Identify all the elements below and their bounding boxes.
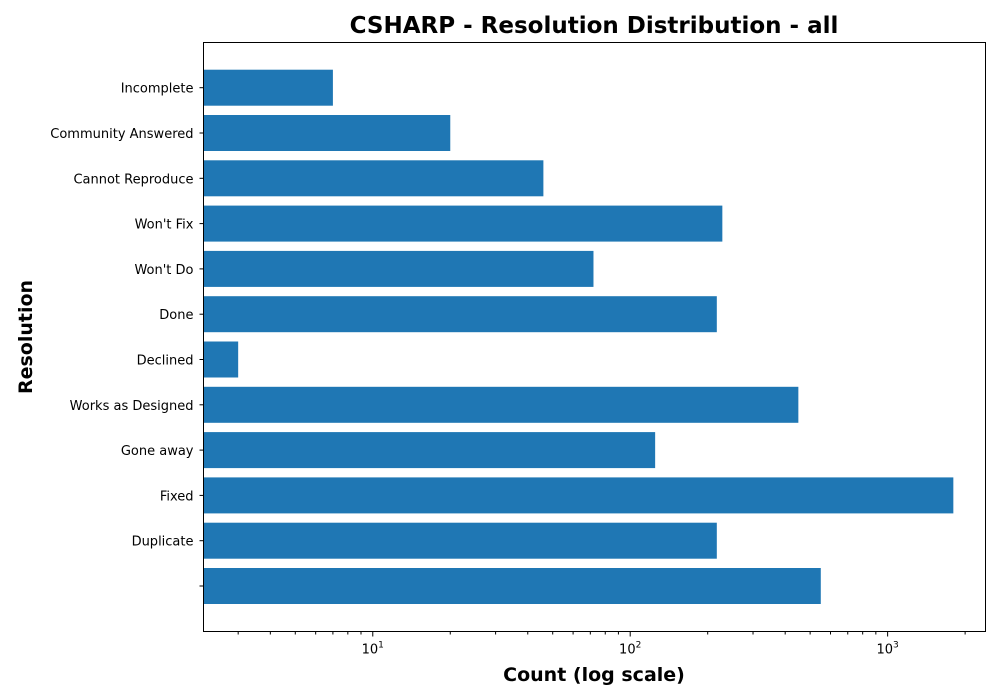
y-tick-label: Incomplete bbox=[121, 82, 194, 97]
x-tick-label: 102 bbox=[619, 641, 641, 658]
x-tick-label: 103 bbox=[876, 641, 898, 658]
y-tick-label: Won't Fix bbox=[135, 218, 194, 233]
chart-title: CSHARP - Resolution Distribution - all bbox=[350, 13, 839, 39]
bars-layer bbox=[203, 69, 954, 604]
bar-duplicate bbox=[203, 522, 717, 559]
x-axis: 101 102 103 bbox=[237, 631, 966, 658]
bar-done bbox=[203, 296, 717, 333]
y-tick-label: Won't Do bbox=[134, 263, 193, 278]
y-axis-label: Resolution bbox=[15, 280, 37, 394]
bar-incomplete bbox=[203, 69, 333, 106]
bar-gone-away bbox=[203, 432, 656, 469]
y-tick-label: Cannot Reproduce bbox=[73, 172, 193, 187]
y-axis: Duplicate Fixed Gone away Works as Designed… bbox=[50, 82, 204, 587]
y-tick-label: Declined bbox=[137, 354, 194, 369]
y-tick-label: Community Answered bbox=[50, 127, 193, 142]
bar-community-answered bbox=[203, 115, 451, 151]
y-tick-label: Duplicate bbox=[132, 535, 194, 550]
bar-fixed bbox=[203, 477, 954, 514]
bar-cannot-reproduce bbox=[203, 160, 544, 197]
x-axis-label: Count (log scale) bbox=[503, 664, 685, 686]
y-tick-label: Done bbox=[159, 308, 193, 323]
bar-won-t-do bbox=[203, 250, 594, 287]
bar-declined bbox=[203, 341, 239, 378]
y-tick-label: Works as Designed bbox=[70, 399, 194, 414]
bar-works-as-designed bbox=[203, 386, 799, 423]
plot-frame bbox=[203, 42, 986, 632]
bar-blank bbox=[203, 568, 821, 604]
bar-won-t-fix bbox=[203, 205, 723, 242]
y-tick-label: Gone away bbox=[121, 444, 194, 459]
x-tick-label: 101 bbox=[362, 641, 384, 658]
y-tick-label: Fixed bbox=[160, 489, 194, 504]
